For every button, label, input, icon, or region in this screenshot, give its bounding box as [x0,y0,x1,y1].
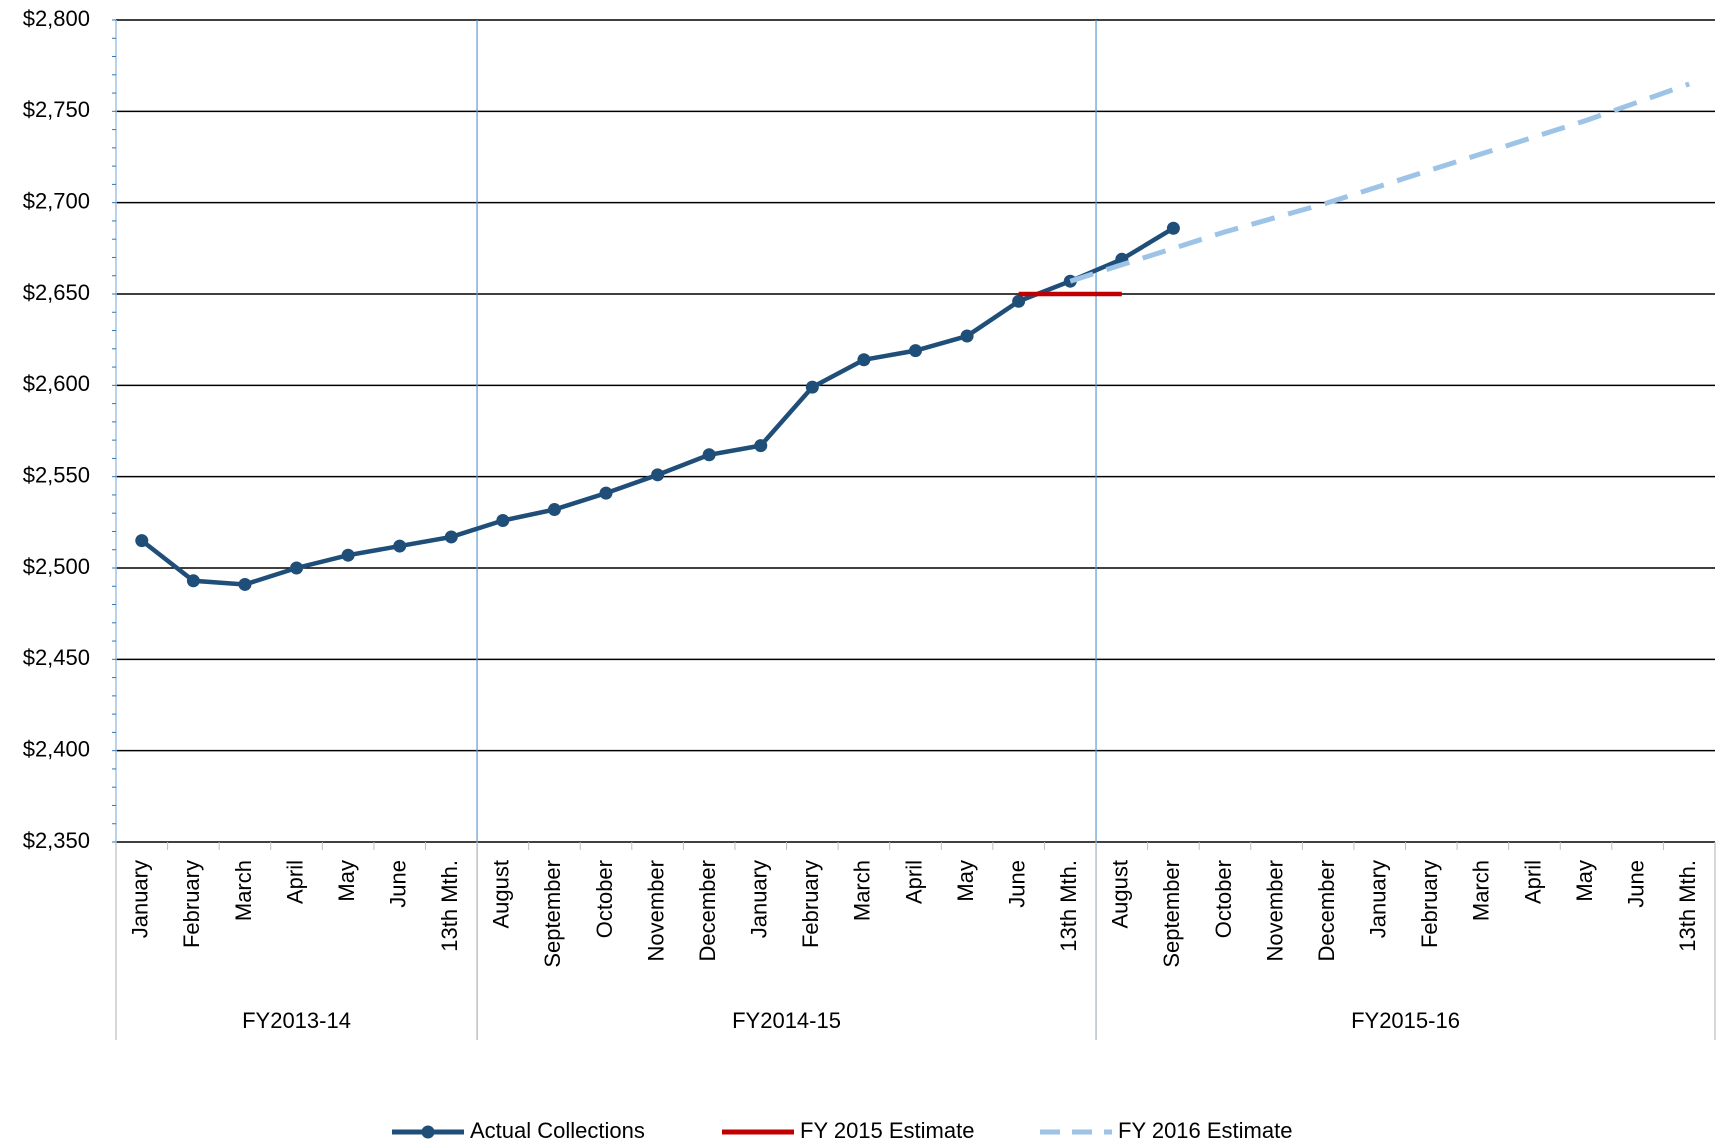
y-tick-label: $2,700 [23,188,90,213]
marker [135,534,149,548]
x-tick-label: April [282,860,307,904]
legend-label: Actual Collections [470,1118,645,1143]
marker [393,539,407,553]
marker [805,380,819,394]
x-tick-label: June [1623,860,1648,908]
marker [238,577,252,591]
x-tick-label: 13th Mth. [1056,860,1081,952]
y-tick-label: $2,450 [23,645,90,670]
x-tick-label: November [1262,860,1287,961]
marker [857,353,871,367]
x-tick-label: February [179,860,204,948]
x-tick-label: August [489,860,514,929]
x-tick-label: April [1520,860,1545,904]
x-tick-label: August [1108,860,1133,929]
series-line [140,226,1175,587]
x-tick-label: April [901,860,926,904]
x-tick-label: February [798,860,823,948]
legend-label: FY 2015 Estimate [800,1118,974,1143]
legend-marker [421,1125,435,1139]
x-tick-label: May [1572,860,1597,902]
marker [290,561,304,575]
x-tick-label: September [1159,860,1184,968]
x-tick-label: January [128,860,153,938]
y-tick-label: $2,500 [23,554,90,579]
marker [496,514,510,528]
y-tick-label: $2,350 [23,828,90,853]
series-line [1069,81,1691,284]
x-tick-label: January [747,860,772,938]
marker [599,486,613,500]
x-tick-label: May [953,860,978,902]
marker [186,574,200,588]
y-tick-label: $2,650 [23,280,90,305]
marker [960,329,974,343]
marker [444,530,458,544]
x-tick-label: January [1366,860,1391,938]
marker [909,344,922,358]
x-tick-label: December [695,860,720,961]
x-tick-label: October [592,860,617,938]
x-tick-label: October [1211,860,1236,938]
marker [341,548,355,562]
x-tick-label: November [643,860,668,961]
x-tick-label: March [231,860,256,921]
x-tick-label: March [1469,860,1494,921]
x-tick-label: December [1314,860,1339,961]
group-label: FY2013-14 [242,1008,351,1033]
y-tick-label: $2,550 [23,462,90,487]
x-tick-label: June [1004,860,1029,908]
marker [547,503,561,517]
x-tick-label: February [1417,860,1442,948]
x-tick-label: 13th Mth. [437,860,462,952]
legend-label: FY 2016 Estimate [1118,1118,1292,1143]
y-tick-label: $2,750 [23,97,90,122]
y-tick-label: $2,800 [23,6,90,31]
x-tick-label: September [540,860,565,968]
marker [754,439,768,453]
marker [1012,294,1026,308]
marker [651,468,665,482]
y-tick-label: $2,400 [23,736,90,761]
x-tick-label: March [850,860,875,921]
x-tick-label: June [386,860,411,908]
group-label: FY2014-15 [732,1008,841,1033]
x-tick-label: May [334,860,359,902]
x-tick-label: 13th Mth. [1675,860,1700,952]
marker [702,448,716,462]
y-tick-label: $2,600 [23,371,90,396]
group-label: FY2015-16 [1351,1008,1460,1033]
marker [1166,221,1180,235]
